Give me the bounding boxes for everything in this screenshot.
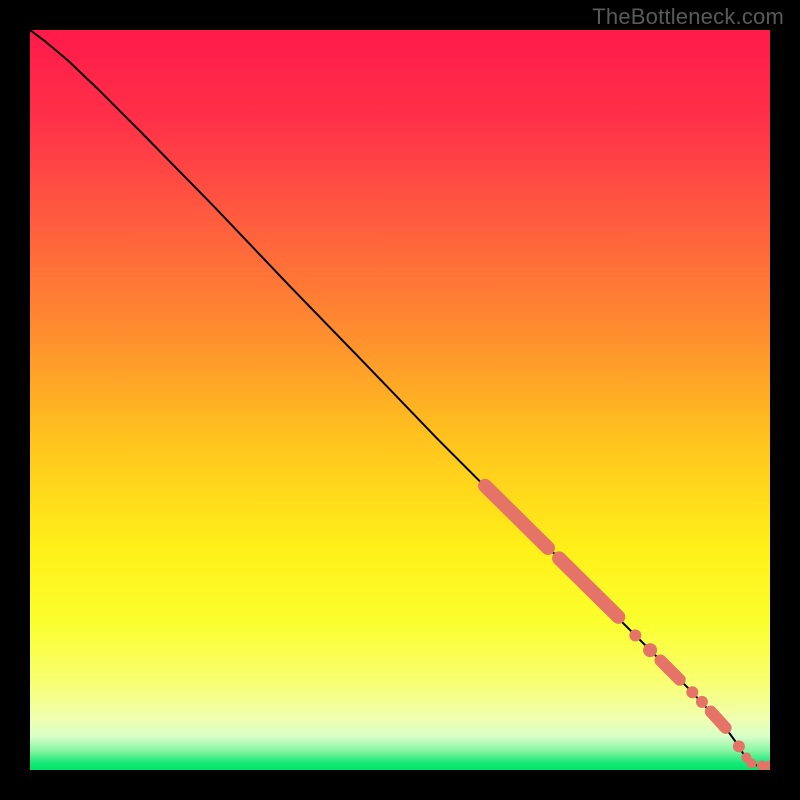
chart-svg	[30, 30, 770, 770]
watermark-text: TheBottleneck.com	[592, 4, 784, 30]
marker-dot	[686, 686, 698, 698]
plot-area	[30, 30, 770, 770]
marker-segment	[660, 660, 679, 679]
marker-segment	[559, 558, 618, 616]
marker-dot	[733, 740, 745, 752]
marker-segment	[485, 486, 548, 548]
marker-dot	[696, 696, 708, 708]
marker-dot	[643, 643, 657, 657]
marker-dot	[747, 758, 757, 768]
marker-segment	[711, 712, 726, 728]
marker-dot	[629, 629, 641, 641]
